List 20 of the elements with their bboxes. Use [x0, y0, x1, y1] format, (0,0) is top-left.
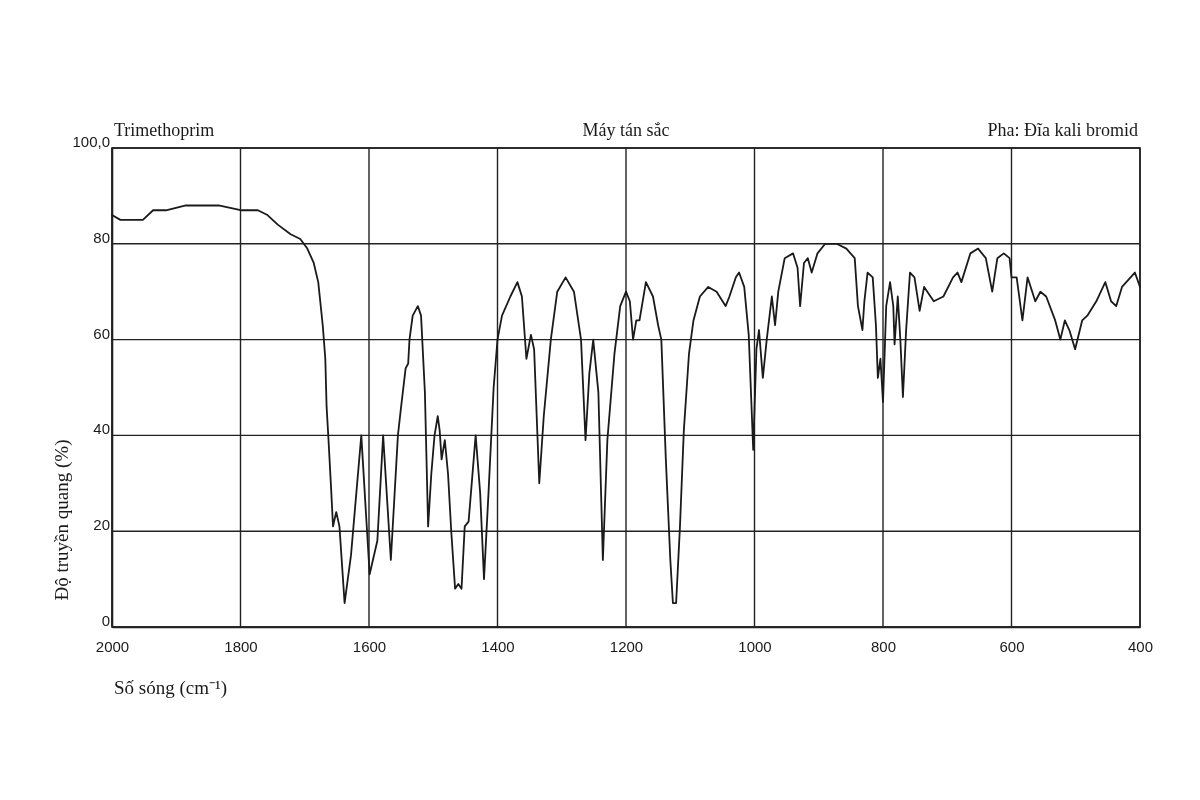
text: Pha: Đĩa kali bromid: [987, 120, 1138, 140]
x-tick-label: 400: [1127, 637, 1154, 655]
y-tick-label: 0: [101, 612, 110, 629]
x-tick-label: 1400: [481, 637, 515, 655]
chart-title: Trimethoprim: [114, 120, 215, 140]
x-tick-label: 1000: [738, 637, 772, 655]
y-tick-label: 60: [93, 324, 110, 342]
y-tick-label: 20: [93, 516, 110, 534]
x-tick-label: 1800: [224, 637, 258, 655]
y-axis-title: Độ truyền quang (%): [51, 439, 73, 601]
y-tick-label: 40: [93, 420, 110, 438]
text: Máy tán sắc: [582, 120, 670, 140]
y-tick-label: 100,0: [72, 133, 110, 150]
x-tick-label: 2000: [95, 637, 130, 655]
y-tick-label: 80: [93, 228, 110, 246]
x-tick-label: 1600: [352, 637, 387, 655]
x-axis-title: Số sóng (cm⁻¹): [114, 677, 228, 699]
x-tick-label: 600: [999, 637, 1025, 655]
x-tick-label: 1200: [609, 637, 644, 655]
x-tick-label: 800: [870, 637, 897, 655]
